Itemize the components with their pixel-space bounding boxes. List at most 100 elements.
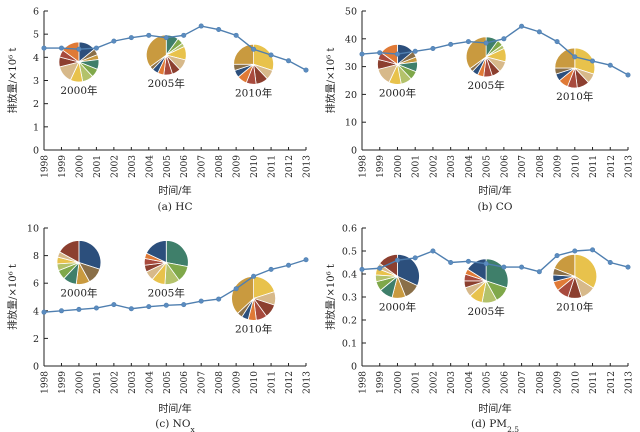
data-point [286, 58, 292, 64]
data-point [251, 46, 257, 52]
data-point [536, 29, 542, 35]
panel-caption: (b) CO [478, 201, 513, 213]
data-point [607, 62, 613, 68]
pie-year-label: 2000年 [379, 300, 416, 313]
x-tick-label: 2006 [500, 155, 510, 178]
data-point [58, 308, 64, 314]
panel-caption: (c) NOx [155, 418, 195, 432]
data-point [41, 309, 47, 315]
y-tick-label: 0.2 [342, 316, 357, 327]
y-tick-label: 30 [345, 62, 357, 73]
data-point [216, 296, 222, 302]
x-tick-label: 2009 [233, 371, 243, 394]
y-tick-label: 6 [33, 7, 39, 18]
pie-slice [233, 43, 254, 65]
data-point [412, 255, 418, 261]
data-point [128, 306, 134, 312]
x-tick-label: 2012 [285, 371, 295, 394]
data-point [430, 46, 436, 52]
y-tick-label: 3 [33, 76, 39, 87]
data-point [198, 23, 204, 29]
x-tick-label: 2011 [589, 371, 599, 394]
x-tick-label: 2010 [571, 371, 581, 394]
y-axis-label: 排放量/×10⁶ t [324, 48, 337, 114]
x-tick-label: 2002 [429, 155, 439, 178]
data-point [465, 39, 471, 45]
x-tick-label: 2006 [180, 155, 190, 178]
x-tick-label: 1998 [41, 371, 51, 394]
pie-2000: 2000年 [375, 253, 420, 313]
y-tick-label: 20 [345, 90, 357, 101]
panel-pm25: 0 0.1 0.2 0.3 0.4 0.5 0.6 1998 1999 2000 2001 2002 2… [324, 224, 635, 432]
data-point [128, 35, 134, 41]
data-point [359, 51, 365, 57]
x-tick-label: 1999 [376, 155, 386, 178]
data-point [268, 52, 274, 58]
x-tick-label: 2010 [250, 155, 260, 178]
pie-slice [553, 253, 576, 277]
pie-slice [145, 240, 167, 264]
pie-year-label: 2000年 [60, 84, 97, 97]
y-tick-label: 8 [33, 251, 39, 262]
x-tick-label: 2000 [394, 155, 404, 178]
pie-2005: 2005年 [463, 258, 509, 318]
x-axis-label: 时间/年 [158, 184, 191, 197]
x-tick-label: 2011 [268, 371, 278, 394]
data-point [111, 302, 117, 308]
x-axis-label: 时间/年 [478, 402, 511, 415]
data-point [483, 261, 489, 267]
x-tick-label: 2013 [303, 371, 313, 394]
y-tick-label: 2 [33, 99, 39, 110]
data-point [590, 58, 596, 64]
pie-slice [78, 240, 102, 270]
x-tick-label: 2012 [607, 155, 617, 178]
data-point [590, 247, 596, 253]
x-tick-label: 1998 [359, 371, 369, 394]
data-point [146, 32, 152, 38]
y-tick-label: 2 [33, 334, 39, 345]
x-tick-label: 2009 [554, 371, 564, 394]
panel-co: 0 10 20 30 40 50 1998 1999 2000 2001 2002 2003 2004 2… [324, 7, 635, 214]
pie-2010: 2010年 [554, 47, 596, 103]
x-tick-label: 2000 [75, 155, 85, 178]
x-tick-label: 1998 [41, 155, 51, 178]
pie-slice [554, 47, 576, 69]
pie-year-label: 2010年 [556, 300, 593, 313]
data-point [554, 39, 560, 45]
x-tick-label: 2006 [180, 371, 190, 394]
x-tick-label: 2007 [198, 371, 208, 394]
y-tick-label: 0 [351, 146, 357, 157]
x-tick-label: 2001 [93, 155, 103, 178]
data-point [146, 304, 152, 310]
y-axis-label: 排放量/×10⁶ t [324, 264, 337, 330]
pie-2010: 2010年 [233, 43, 274, 99]
pie-year-label: 2010年 [235, 86, 272, 99]
data-point [394, 51, 400, 57]
data-point [233, 32, 239, 38]
y-tick-label: 10 [27, 224, 39, 235]
panel-caption: (d) PM2.5 [471, 418, 519, 432]
data-point [41, 45, 47, 51]
pie-2010: 2010年 [231, 275, 276, 335]
x-axis-label: 时间/年 [158, 402, 191, 415]
data-point [501, 36, 507, 42]
pie-slice [397, 253, 420, 287]
data-point [359, 266, 365, 272]
y-tick-label: 40 [345, 34, 357, 45]
pie-slice [379, 253, 398, 278]
pie-year-label: 2000年 [60, 287, 97, 300]
data-point [554, 253, 560, 259]
x-tick-label: 2003 [128, 371, 138, 394]
x-tick-label: 2013 [625, 371, 635, 394]
x-tick-label: 2013 [303, 155, 313, 178]
x-tick-label: 2005 [163, 371, 173, 394]
pie-2000: 2000年 [377, 43, 418, 99]
y-tick-label: 10 [345, 118, 357, 129]
x-tick-label: 2004 [145, 371, 155, 394]
x-tick-label: 2001 [412, 371, 422, 394]
data-point [448, 259, 454, 265]
x-tick-label: 2009 [554, 155, 564, 178]
x-tick-label: 2010 [250, 371, 260, 394]
pie-slice [465, 36, 487, 70]
